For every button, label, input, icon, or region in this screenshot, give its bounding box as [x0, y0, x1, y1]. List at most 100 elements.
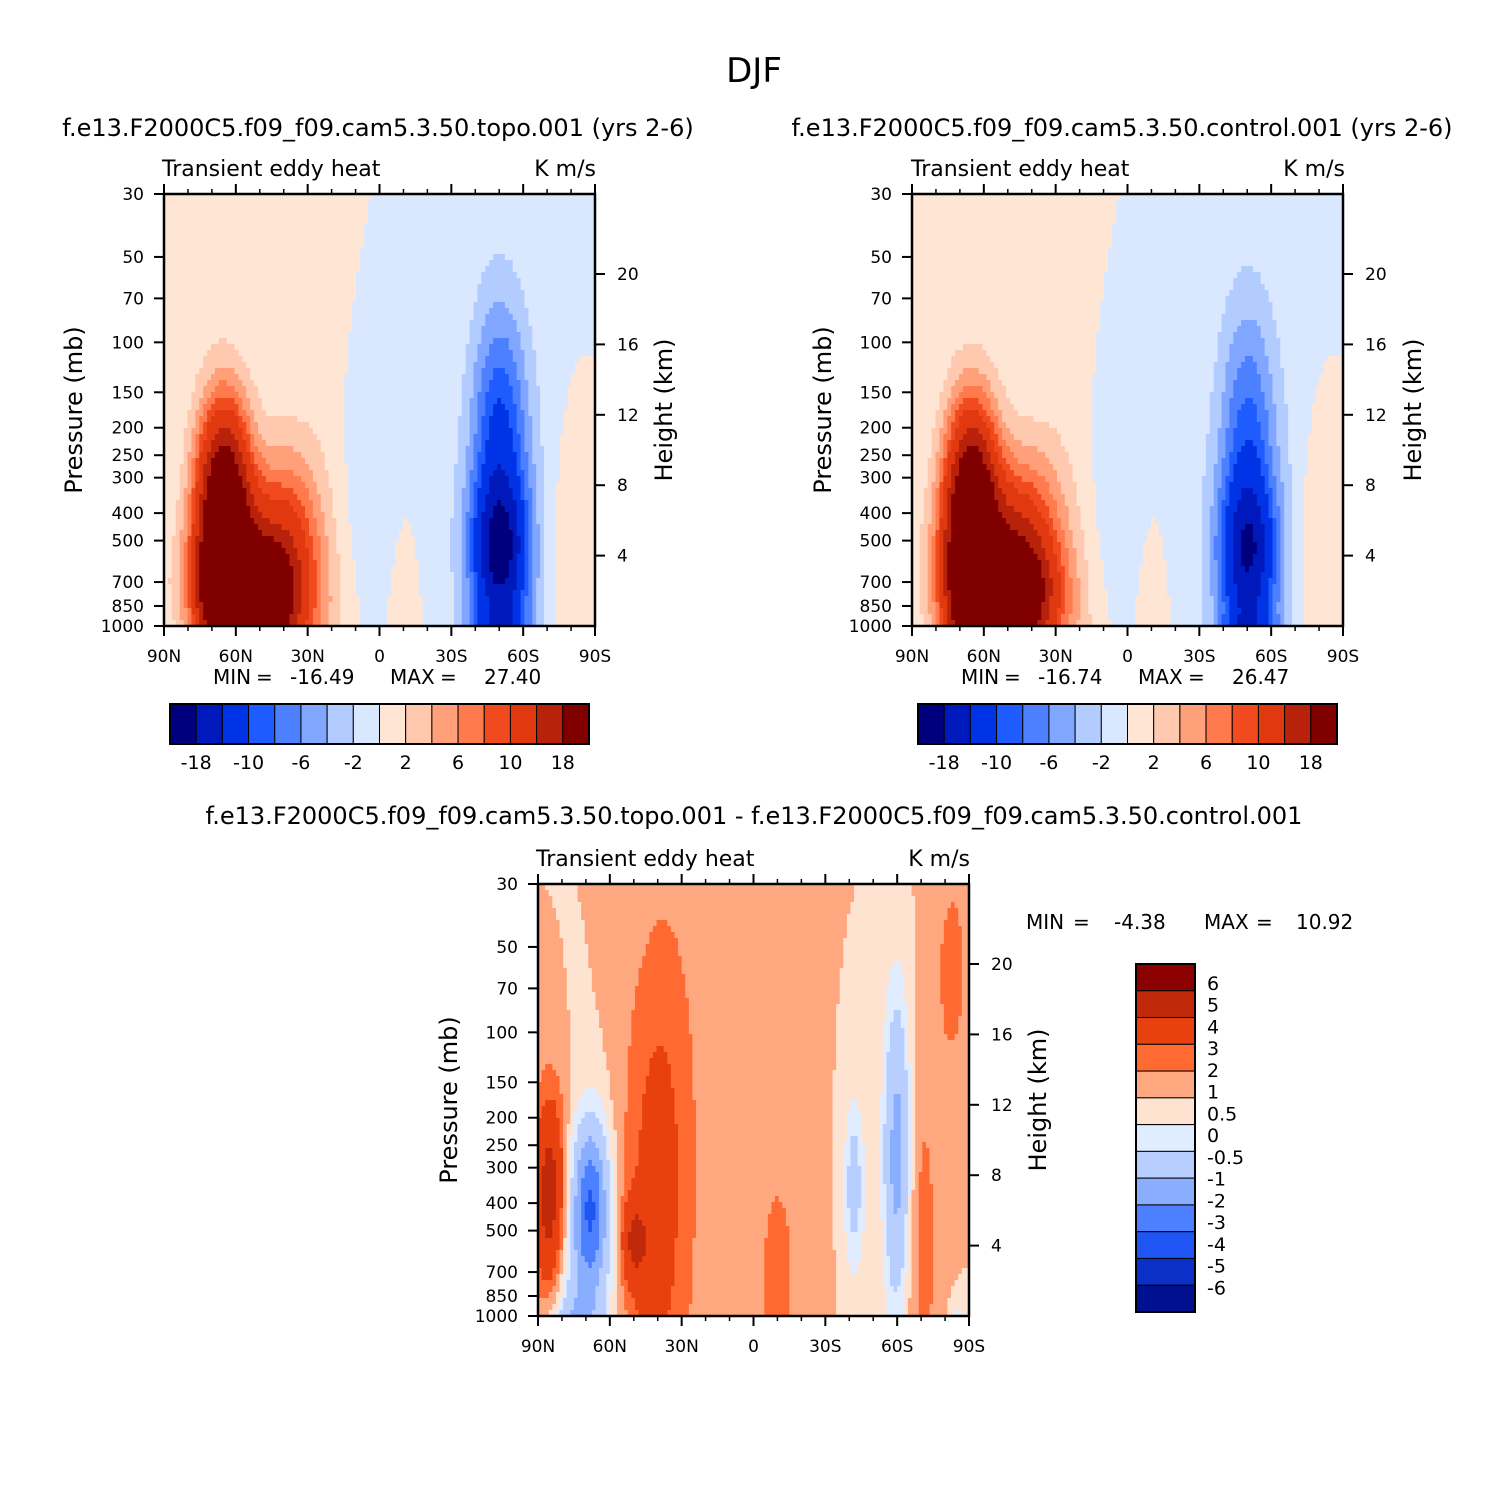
contour-cell — [627, 1232, 647, 1239]
contour-cell — [931, 572, 937, 579]
contour-cell — [886, 1016, 895, 1023]
contour-cell — [911, 1232, 920, 1239]
contour-cell — [678, 950, 844, 957]
contour-cell — [520, 602, 526, 609]
contour-cell — [524, 416, 533, 423]
contour-cell — [1225, 488, 1230, 495]
contour-cell — [961, 932, 970, 939]
contour-cell — [555, 908, 582, 915]
contour-cell — [912, 392, 941, 399]
contour-cell — [642, 1094, 676, 1101]
contour-cell — [567, 398, 596, 405]
contour-cell — [947, 914, 959, 921]
contour-cell — [453, 476, 467, 483]
contour-cell — [624, 1184, 632, 1191]
contour-cell — [1221, 410, 1230, 417]
contour-cell — [199, 596, 294, 603]
contour-cell — [477, 296, 526, 303]
contour-cell — [1288, 434, 1309, 441]
contour-cell — [512, 266, 596, 273]
contour-cell — [367, 206, 596, 213]
contour-cell — [846, 1256, 862, 1263]
contour-cell — [301, 566, 310, 573]
contour-cell — [918, 1202, 934, 1209]
contour-cell — [387, 620, 424, 627]
contour-cell — [696, 1130, 834, 1137]
contour-cell — [457, 422, 471, 429]
contour-cell — [609, 1220, 615, 1227]
contour-cell — [481, 428, 490, 435]
contour-cell — [935, 602, 941, 609]
contour-cell — [947, 512, 952, 519]
contour-cell — [886, 1220, 905, 1227]
contour-cell — [864, 1142, 880, 1149]
contour-cell — [175, 506, 185, 513]
contour-cell — [552, 1286, 561, 1293]
contour-cell — [1284, 602, 1293, 609]
contour-cell — [886, 986, 905, 993]
contour-cell — [1213, 620, 1219, 627]
contour-cell — [900, 1124, 909, 1131]
contour-cell — [187, 524, 193, 531]
contour-cell — [183, 446, 193, 453]
contour-cell — [570, 1190, 579, 1197]
contour-cell — [850, 908, 916, 915]
contour-cell — [1068, 554, 1078, 561]
contour-cell — [1100, 308, 1227, 315]
contour-cell — [577, 1250, 582, 1257]
contour-cell — [904, 974, 916, 981]
contour-cell — [545, 884, 579, 891]
contour-cell — [935, 512, 941, 519]
contour-cell — [473, 494, 479, 501]
contour-cell — [485, 452, 518, 459]
contour-cell — [1009, 464, 1031, 471]
contour-cell — [927, 542, 933, 549]
contour-cell — [994, 428, 1003, 435]
contour-cell — [191, 500, 196, 507]
contour-cell — [538, 980, 568, 987]
contour-cell — [179, 578, 185, 585]
contour-cell — [832, 1076, 884, 1083]
contour-cell — [947, 584, 1046, 591]
contour-cell — [624, 1124, 643, 1131]
contour-cell — [1272, 518, 1277, 525]
contour-cell — [1201, 590, 1211, 597]
contour-cell — [652, 926, 672, 933]
contour-cell — [265, 476, 302, 483]
contour-cell — [678, 1172, 697, 1179]
y-tick-label: 200 — [860, 419, 892, 439]
contour-cell — [207, 488, 247, 495]
contour-cell — [606, 1058, 629, 1065]
contour-cell — [269, 494, 298, 501]
contour-cell — [461, 488, 471, 495]
contour-cell — [570, 1142, 575, 1149]
contour-cell — [882, 1088, 887, 1095]
contour-cell — [1252, 356, 1270, 363]
contour-cell — [581, 914, 848, 921]
contour-cell — [1288, 422, 1313, 429]
contour-cell — [289, 500, 302, 507]
contour-cell — [900, 1106, 909, 1113]
contour-cell — [1272, 530, 1277, 537]
contour-cell — [555, 1208, 561, 1215]
contour-cell — [1209, 428, 1219, 435]
contour-cell — [555, 1274, 561, 1281]
contour-cell — [559, 458, 596, 465]
contour-cell — [613, 1280, 618, 1287]
contour-cell — [940, 944, 963, 951]
contour-cell — [678, 1142, 697, 1149]
contour-cell — [164, 506, 177, 513]
contour-cell — [935, 548, 941, 555]
contour-cell — [613, 1256, 618, 1263]
contour-cell — [678, 1178, 697, 1185]
contour-cell — [1303, 530, 1344, 537]
contour-cell — [538, 1088, 561, 1095]
contour-cell — [1264, 284, 1344, 291]
contour-cell — [998, 416, 1003, 423]
contour-cell — [994, 440, 999, 447]
contour-cell — [912, 566, 921, 573]
contour-cell — [528, 476, 537, 483]
contour-cell — [246, 392, 259, 399]
contour-cell — [508, 512, 518, 519]
contour-cell — [570, 1106, 579, 1113]
